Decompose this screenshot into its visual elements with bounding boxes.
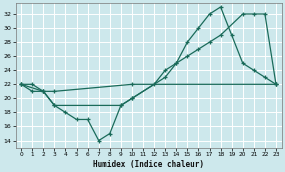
X-axis label: Humidex (Indice chaleur): Humidex (Indice chaleur) <box>93 159 204 169</box>
